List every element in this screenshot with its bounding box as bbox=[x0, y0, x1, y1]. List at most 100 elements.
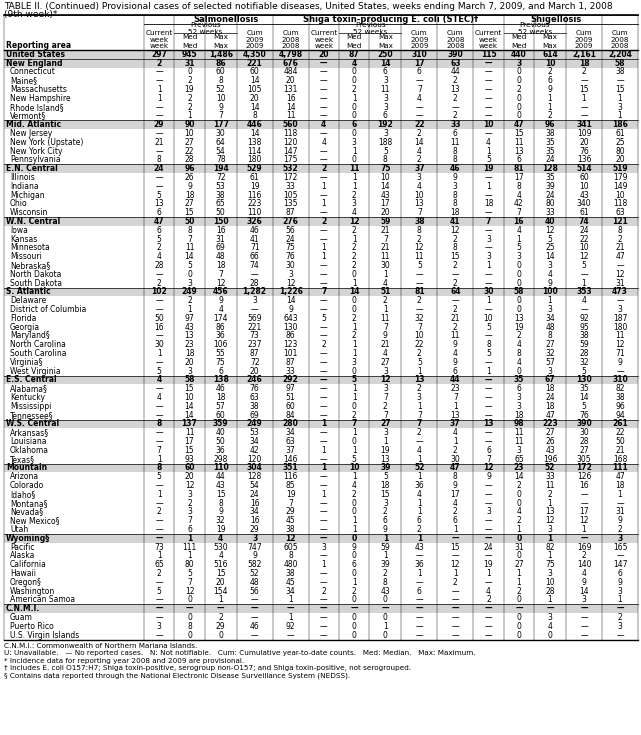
Text: 1: 1 bbox=[453, 569, 458, 578]
Text: —: — bbox=[451, 551, 459, 561]
Text: 0: 0 bbox=[547, 631, 553, 639]
Bar bbox=[4, 578, 638, 587]
Text: 43: 43 bbox=[545, 446, 555, 455]
Text: 0: 0 bbox=[352, 305, 356, 314]
Text: 50: 50 bbox=[185, 217, 195, 226]
Text: week: week bbox=[479, 43, 498, 49]
Text: 2: 2 bbox=[352, 243, 356, 253]
Text: 96: 96 bbox=[615, 402, 625, 411]
Text: 2009: 2009 bbox=[575, 43, 594, 49]
Text: 0: 0 bbox=[352, 402, 356, 411]
Text: 1: 1 bbox=[581, 279, 587, 287]
Text: 3: 3 bbox=[617, 534, 622, 543]
Text: 154: 154 bbox=[213, 587, 228, 595]
Text: 6: 6 bbox=[383, 112, 388, 121]
Text: 146: 146 bbox=[283, 455, 298, 464]
Text: 96: 96 bbox=[545, 121, 555, 129]
Text: 45: 45 bbox=[286, 578, 296, 587]
Text: 9: 9 bbox=[617, 516, 622, 526]
Text: —: — bbox=[320, 631, 328, 639]
Text: 1: 1 bbox=[417, 534, 422, 543]
Bar bbox=[4, 499, 638, 508]
Bar bbox=[4, 147, 638, 156]
Text: 72: 72 bbox=[216, 173, 226, 182]
Text: 13: 13 bbox=[415, 199, 424, 209]
Text: 20: 20 bbox=[185, 358, 194, 367]
Text: 8: 8 bbox=[383, 156, 388, 165]
Text: 1: 1 bbox=[547, 103, 553, 112]
Text: 3: 3 bbox=[547, 613, 553, 622]
Text: —: — bbox=[616, 367, 624, 376]
Text: 8: 8 bbox=[453, 199, 458, 209]
Text: 4: 4 bbox=[547, 622, 553, 631]
Text: 5: 5 bbox=[352, 455, 356, 464]
Text: Maine§: Maine§ bbox=[10, 76, 37, 85]
Text: 12: 12 bbox=[579, 252, 589, 262]
Text: 4: 4 bbox=[417, 182, 422, 191]
Text: —: — bbox=[320, 534, 328, 543]
Text: 1: 1 bbox=[417, 507, 422, 517]
Text: 1: 1 bbox=[618, 490, 622, 499]
Text: 22: 22 bbox=[579, 234, 589, 244]
Text: Texas§: Texas§ bbox=[10, 455, 35, 464]
Bar bbox=[4, 595, 638, 604]
Text: —: — bbox=[320, 578, 328, 587]
Text: 1: 1 bbox=[453, 525, 458, 534]
Text: 2: 2 bbox=[352, 190, 356, 200]
Text: 0: 0 bbox=[352, 613, 356, 622]
Text: 31: 31 bbox=[615, 507, 625, 517]
Text: United States: United States bbox=[6, 50, 65, 59]
Text: 61: 61 bbox=[615, 129, 625, 138]
Text: 2: 2 bbox=[453, 112, 458, 121]
Text: 6: 6 bbox=[617, 569, 622, 578]
Text: 2: 2 bbox=[352, 261, 356, 270]
Text: 1: 1 bbox=[547, 595, 553, 604]
Text: 8: 8 bbox=[187, 226, 192, 235]
Text: 456: 456 bbox=[213, 287, 228, 296]
Text: —: — bbox=[451, 296, 459, 305]
Text: 102: 102 bbox=[151, 287, 167, 296]
Text: 147: 147 bbox=[283, 147, 298, 156]
Bar bbox=[4, 50, 638, 59]
Text: 1: 1 bbox=[321, 182, 326, 191]
Text: 5: 5 bbox=[187, 261, 192, 270]
Text: 24: 24 bbox=[579, 226, 589, 235]
Text: 1: 1 bbox=[321, 199, 326, 209]
Text: Washington: Washington bbox=[10, 587, 55, 595]
Text: Florida: Florida bbox=[10, 314, 37, 323]
Text: —: — bbox=[485, 525, 492, 534]
Text: 28: 28 bbox=[154, 261, 164, 270]
Text: 39: 39 bbox=[381, 560, 390, 570]
Text: 86: 86 bbox=[216, 323, 226, 331]
Text: 27: 27 bbox=[545, 340, 555, 349]
Text: 63: 63 bbox=[450, 59, 461, 68]
Text: 1: 1 bbox=[352, 446, 356, 455]
Text: 2: 2 bbox=[157, 569, 162, 578]
Text: 6: 6 bbox=[417, 516, 422, 526]
Text: 12: 12 bbox=[615, 270, 625, 279]
Text: 2: 2 bbox=[486, 595, 491, 604]
Text: Previous
52 weeks: Previous 52 weeks bbox=[353, 22, 387, 35]
Bar bbox=[4, 76, 638, 85]
Text: 50: 50 bbox=[216, 208, 226, 218]
Text: —: — bbox=[155, 499, 163, 508]
Text: U: Unavailable.   — No reported cases.   N: Not notifiable.   Cum: Cumulative ye: U: Unavailable. — No reported cases. N: … bbox=[4, 650, 476, 656]
Text: 18: 18 bbox=[185, 349, 194, 358]
Text: 2: 2 bbox=[417, 384, 422, 393]
Text: 8: 8 bbox=[383, 578, 388, 587]
Text: 21: 21 bbox=[154, 138, 164, 147]
Text: Max: Max bbox=[378, 43, 393, 49]
Text: 23: 23 bbox=[513, 464, 524, 473]
Text: 14: 14 bbox=[286, 103, 296, 112]
Text: 1: 1 bbox=[157, 455, 162, 464]
Text: South Dakota: South Dakota bbox=[10, 279, 62, 287]
Text: 13: 13 bbox=[514, 147, 524, 156]
Text: —: — bbox=[451, 587, 459, 595]
Text: 1: 1 bbox=[486, 569, 491, 578]
Text: 0: 0 bbox=[517, 94, 521, 103]
Text: 17: 17 bbox=[185, 437, 194, 446]
Text: 4: 4 bbox=[486, 587, 491, 595]
Text: 17: 17 bbox=[579, 507, 589, 517]
Bar bbox=[4, 243, 638, 252]
Text: 50: 50 bbox=[216, 437, 226, 446]
